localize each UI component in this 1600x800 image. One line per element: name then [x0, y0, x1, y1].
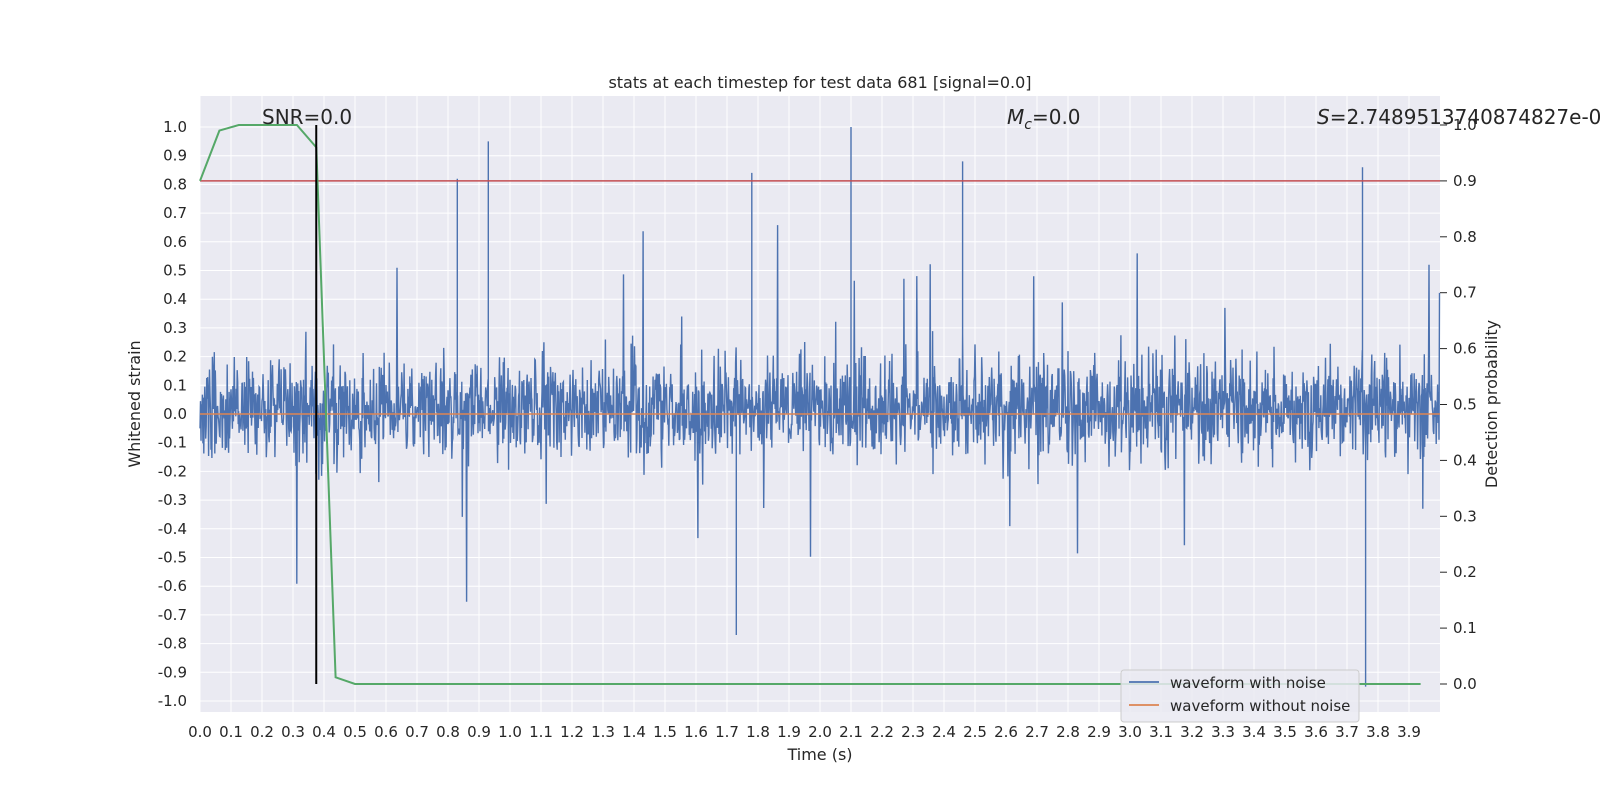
x-tick-label: 1.9 [777, 723, 801, 741]
y-tick-label: 1.0 [163, 118, 187, 136]
x-tick-label: 0.5 [343, 723, 367, 741]
y2-tick-label: 0.2 [1453, 563, 1477, 581]
y-tick-label: 0.9 [163, 147, 187, 165]
x-tick-label: 2.3 [901, 723, 925, 741]
y-tick-label: -0.8 [158, 635, 187, 653]
y2-tick-label: 0.1 [1453, 619, 1477, 637]
x-tick-label: 1.3 [591, 723, 615, 741]
legend: waveform with noise waveform without noi… [1120, 669, 1360, 723]
y-tick-label: -0.6 [158, 577, 187, 595]
legend-label-clean: waveform without noise [1170, 697, 1350, 715]
x-tick-label: 0.2 [250, 723, 274, 741]
x-tick-label: 3.6 [1304, 723, 1328, 741]
x-tick-label: 1.1 [529, 723, 553, 741]
x-tick-label: 2.6 [994, 723, 1018, 741]
x-tick-label: 1.5 [653, 723, 677, 741]
x-tick-label: 2.2 [870, 723, 894, 741]
x-tick-label: 2.7 [1025, 723, 1049, 741]
x-tick-label: 3.2 [1180, 723, 1204, 741]
y2-tick-label: 0.0 [1453, 675, 1477, 693]
y-tick-label: -0.2 [158, 462, 187, 480]
x-tick-label: 1.6 [684, 723, 708, 741]
snr-annotation: SNR=0.0 [262, 105, 352, 129]
y-tick-label: -0.4 [158, 520, 187, 538]
x-tick-label: 3.7 [1335, 723, 1359, 741]
x-tick-label: 0.3 [281, 723, 305, 741]
y2-axis-ticks: 0.0 0.1 0.2 0.3 0.4 0.5 0.6 0.7 0.8 0.9 1.0 [1440, 116, 1477, 693]
x-tick-label: 2.0 [808, 723, 832, 741]
x-tick-label: 1.0 [498, 723, 522, 741]
y-tick-label: -1.0 [158, 692, 187, 710]
x-tick-label: 0.4 [312, 723, 336, 741]
x-tick-label: 1.2 [560, 723, 584, 741]
legend-label-noise: waveform with noise [1170, 674, 1326, 692]
y-tick-label: -0.3 [158, 491, 187, 509]
y2-tick-label: 0.9 [1453, 172, 1477, 190]
y2-tick-label: 0.6 [1453, 340, 1477, 358]
s-annotation: S=2.7489513740874827e-0 [1317, 105, 1600, 129]
y-tick-label: -0.5 [158, 549, 187, 567]
chart-title: stats at each timestep for test data 681… [608, 73, 1031, 92]
detection-probability-line [199, 124, 1421, 685]
x-tick-label: 3.3 [1211, 723, 1235, 741]
y-tick-label: 0.6 [163, 233, 187, 251]
y-axis-label: Whitened strain [125, 340, 144, 467]
y-tick-label: 0.4 [163, 290, 187, 308]
waveform-with-noise-line [199, 127, 1441, 687]
y-tick-label: 0.1 [163, 376, 187, 394]
y-tick-label: 0.3 [163, 319, 187, 337]
y2-tick-label: 0.5 [1453, 396, 1477, 414]
y2-axis-label: Detection probability [1482, 320, 1501, 488]
x-tick-label: 2.1 [839, 723, 863, 741]
x-tick-label: 1.4 [622, 723, 646, 741]
y2-tick-label: 1.0 [1453, 116, 1477, 134]
x-tick-label: 2.5 [963, 723, 987, 741]
waveform-with-noise-series [199, 127, 1441, 687]
y-tick-label: 0.8 [163, 175, 187, 193]
legend-box [1120, 669, 1360, 723]
x-tick-label: 2.4 [932, 723, 956, 741]
x-tick-label: 2.8 [1056, 723, 1080, 741]
y2-tick-label: 0.4 [1453, 451, 1477, 469]
y2-tick-label: 0.3 [1453, 507, 1477, 525]
x-tick-label: 0.8 [436, 723, 460, 741]
y2-tick-label: 0.7 [1453, 284, 1477, 302]
x-tick-label: 0.0 [188, 723, 212, 741]
x-axis-label: Time (s) [786, 745, 852, 764]
y-tick-label: 0.2 [163, 348, 187, 366]
x-tick-label: 1.8 [746, 723, 770, 741]
y2-tick-label: 0.8 [1453, 228, 1477, 246]
x-tick-label: 0.9 [467, 723, 491, 741]
x-tick-label: 0.7 [405, 723, 429, 741]
chirp-mass-annotation: Mc=0.0 [1007, 105, 1081, 133]
y-tick-label: -0.1 [158, 434, 187, 452]
y-tick-label: 0.5 [163, 262, 187, 280]
x-tick-label: 2.9 [1087, 723, 1111, 741]
y-tick-label: 0.7 [163, 204, 187, 222]
x-tick-label: 3.5 [1273, 723, 1297, 741]
x-tick-label: 0.6 [374, 723, 398, 741]
x-tick-label: 1.7 [715, 723, 739, 741]
x-tick-label: 0.1 [219, 723, 243, 741]
x-tick-label: 3.0 [1118, 723, 1142, 741]
x-axis-ticks: 0.0 0.1 0.2 0.3 0.4 0.5 0.6 0.7 0.8 0.9 1.0 1.1 1.2 1… [188, 723, 1421, 741]
x-tick-label: 3.1 [1149, 723, 1173, 741]
x-tick-label: 3.9 [1397, 723, 1421, 741]
y-tick-label: 0.0 [163, 405, 187, 423]
y-tick-label: -0.9 [158, 663, 187, 681]
x-tick-label: 3.4 [1242, 723, 1266, 741]
x-tick-label: 3.8 [1366, 723, 1390, 741]
y-axis-ticks: 1.0 0.9 0.8 0.7 0.6 0.5 0.4 0.3 0.2 0.1 0.0 -0.1 -0.… [158, 118, 187, 710]
y-tick-label: -0.7 [158, 606, 187, 624]
